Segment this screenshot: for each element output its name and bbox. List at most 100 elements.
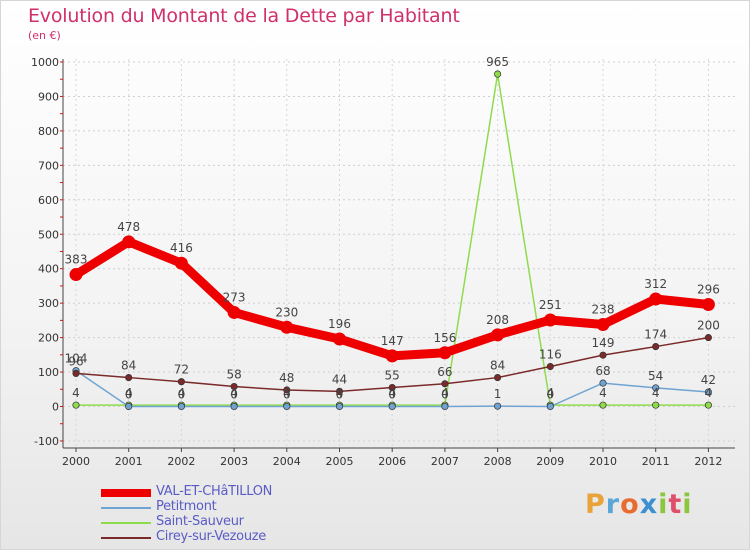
x-tick-label: 2003 [220, 455, 248, 468]
data-label: 4 [178, 386, 186, 400]
data-point [704, 401, 712, 409]
y-tick-label: 0 [52, 401, 59, 414]
data-label: 156 [433, 331, 456, 345]
data-label: 251 [539, 298, 562, 312]
data-point [441, 380, 449, 388]
data-label: 200 [697, 319, 720, 333]
data-label: 0 [336, 388, 344, 402]
data-label: 478 [117, 220, 140, 234]
data-point [335, 387, 344, 395]
data-label: 4 [705, 386, 713, 400]
y-tick-label: 700 [38, 159, 59, 172]
data-point [177, 378, 185, 386]
legend-label: Petitmont [156, 499, 217, 514]
data-point [174, 256, 188, 270]
data-label: 4 [546, 386, 554, 400]
data-point [388, 384, 396, 392]
data-point [652, 343, 660, 351]
chart-title: Evolution du Montant de la Dette par Hab… [28, 5, 460, 27]
data-point [125, 402, 133, 411]
logo-letter: i [658, 489, 669, 520]
proxiti-logo: Proxiti [585, 489, 693, 520]
data-label: 296 [697, 283, 720, 297]
data-point [599, 351, 607, 359]
data-point [388, 402, 396, 411]
legend-label: Saint-Sauveur [156, 514, 244, 529]
data-label: 68 [595, 364, 610, 378]
data-label: 312 [644, 277, 667, 291]
y-tick-label: 400 [38, 263, 59, 276]
data-label: 96 [68, 354, 83, 368]
data-label: 4 [441, 386, 449, 400]
chart-subtitle: (en €) [28, 29, 61, 42]
data-point [599, 379, 607, 387]
y-tick-label: 300 [38, 297, 59, 310]
x-tick-label: 2006 [378, 455, 406, 468]
data-label: 116 [539, 348, 562, 362]
data-point [494, 402, 502, 410]
data-point [230, 402, 238, 411]
data-point [280, 320, 294, 334]
y-tick-label: -100 [34, 435, 59, 448]
data-label: 66 [437, 365, 452, 379]
x-tick-label: 2010 [589, 455, 617, 468]
data-label: 54 [648, 369, 663, 383]
logo-letter: P [585, 489, 606, 520]
data-label: 147 [381, 334, 404, 348]
data-point [69, 268, 83, 282]
data-label: 58 [226, 368, 241, 382]
data-label: 4 [336, 386, 344, 400]
line-chart: -100010020030040050060070080090010002000… [31, 55, 735, 468]
data-label: 4 [599, 386, 607, 400]
x-tick-label: 2011 [642, 455, 670, 468]
logo-letter: x [639, 489, 659, 520]
data-point [491, 328, 505, 342]
data-label: 55 [385, 369, 400, 383]
data-label: 0 [178, 388, 186, 402]
data-label: 0 [283, 388, 291, 402]
data-label: 174 [644, 328, 667, 342]
legend-swatch [101, 489, 151, 497]
data-point [543, 313, 557, 327]
data-label: 230 [275, 305, 298, 319]
data-point [333, 332, 346, 346]
data-point [649, 292, 663, 306]
data-label: 0 [388, 388, 396, 402]
data-label: 416 [170, 241, 193, 255]
data-point [546, 402, 554, 411]
data-point [177, 402, 185, 411]
data-point [283, 402, 291, 411]
legend-label: VAL-ET-CHâTILLON [156, 484, 273, 499]
data-point [704, 388, 712, 396]
data-point [701, 298, 715, 312]
data-label: 0 [441, 388, 449, 402]
x-tick-label: 2005 [326, 455, 354, 468]
data-point [438, 346, 452, 360]
data-point [704, 334, 712, 342]
data-label: 196 [328, 317, 351, 331]
data-point [72, 369, 80, 377]
data-label: 238 [592, 303, 615, 317]
data-point [72, 401, 80, 409]
y-tick-label: 100 [38, 366, 59, 379]
data-label: 4 [283, 386, 291, 400]
data-point [335, 402, 344, 411]
data-point [283, 386, 291, 394]
data-label: 72 [174, 363, 189, 377]
x-tick-label: 2002 [167, 455, 195, 468]
data-point [385, 349, 399, 363]
data-label: 208 [486, 313, 509, 327]
data-label: 42 [701, 373, 716, 387]
data-label: 44 [332, 372, 347, 386]
data-point [599, 401, 607, 409]
data-point [652, 401, 660, 409]
data-label: 383 [65, 253, 88, 267]
data-point [652, 384, 660, 392]
data-label: 273 [223, 290, 246, 304]
data-label: 84 [490, 359, 505, 373]
legend-swatch [101, 522, 151, 524]
legend-swatch [101, 507, 151, 509]
x-tick-label: 2001 [115, 455, 143, 468]
data-label: 965 [486, 55, 509, 69]
